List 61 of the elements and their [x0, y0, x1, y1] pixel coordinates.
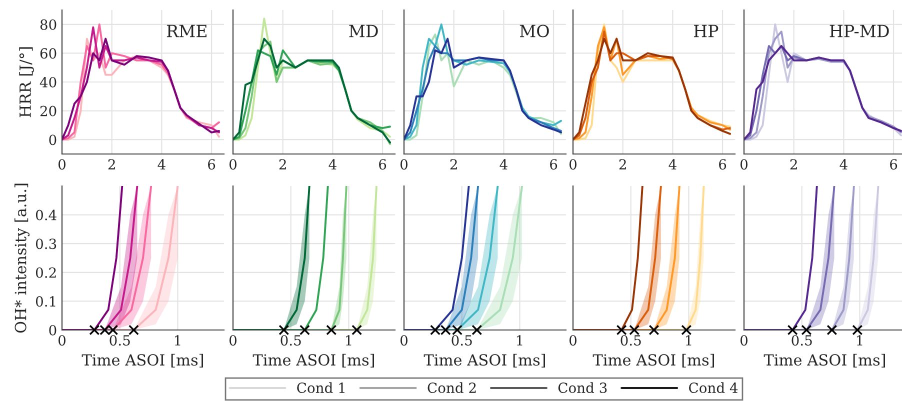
x-tick-label: 2 [108, 159, 115, 170]
x-tick-label: 4 [840, 159, 848, 170]
x-tick-label: 0 [400, 335, 408, 346]
legend-label: Cond 1 [297, 382, 344, 394]
y-tick-label: 60 [40, 48, 56, 59]
x-tick-label: 1 [856, 335, 862, 346]
x-tick-label: 0 [229, 335, 236, 346]
y-axis-title: OH* intensity [a.u.] [14, 184, 30, 333]
x-tick-label: 1 [686, 335, 692, 346]
x-tick-label: 2 [790, 159, 797, 170]
x-axis-title: Time ASOI [ms] [424, 354, 545, 368]
x-tick-label: 0.5 [792, 335, 812, 346]
annotation: MD [349, 24, 378, 38]
x-tick-label: 6 [890, 159, 898, 170]
x-tick-label: 0.5 [620, 335, 641, 346]
y-tick-label: 0.3 [36, 238, 56, 250]
x-tick-label: 0 [740, 335, 748, 346]
annotation: HP-MD [830, 24, 889, 38]
x-axis-title: Time ASOI [ms] [252, 354, 374, 368]
x-tick-label: 2 [619, 159, 626, 170]
x-tick-label: 1 [174, 335, 180, 346]
x-axis-title: Time ASOI [ms] [764, 354, 885, 368]
y-tick-label: 0.2 [36, 267, 56, 278]
x-tick-label: 0 [229, 159, 236, 170]
x-tick-label: 4 [668, 159, 676, 170]
annotation: HP [694, 24, 718, 38]
x-tick-label: 4 [328, 159, 336, 170]
x-tick-label: 0.5 [110, 335, 130, 346]
legend-label: Cond 4 [689, 382, 738, 394]
x-tick-label: 0.5 [280, 335, 301, 346]
x-tick-label: 0 [400, 159, 408, 170]
x-tick-label: 0 [740, 159, 748, 170]
y-tick-label: 0 [49, 134, 56, 146]
legend-label: Cond 2 [428, 382, 476, 394]
x-tick-label: 2 [279, 159, 286, 170]
x-tick-label: 6 [379, 159, 386, 170]
y-tick-label: 80 [40, 19, 56, 30]
x-tick-label: 0.5 [452, 335, 472, 346]
x-tick-label: 0 [569, 159, 576, 170]
x-axis-title: Time ASOI [ms] [592, 354, 714, 368]
y-tick-label: 40 [40, 76, 56, 88]
y-tick-label: 0 [49, 324, 56, 336]
x-tick-label: 6 [208, 159, 216, 170]
x-tick-label: 4 [500, 159, 508, 170]
x-tick-label: 1 [346, 335, 352, 346]
legend-label: Cond 3 [558, 382, 607, 394]
annotation: RME [166, 24, 206, 38]
y-tick-label: 0.4 [36, 210, 56, 220]
y-axis-title: HRR [J/°] [19, 47, 34, 118]
x-tick-label: 0 [569, 335, 576, 346]
x-axis-title: Time ASOI [ms] [82, 354, 203, 368]
annotation: MO [520, 24, 549, 38]
y-tick-label: 20 [40, 106, 56, 116]
x-tick-label: 0 [58, 159, 66, 170]
x-tick-label: 6 [719, 159, 726, 170]
x-tick-label: 4 [158, 159, 166, 170]
x-tick-label: 1 [516, 335, 522, 346]
y-tick-label: 0.1 [36, 296, 56, 307]
x-tick-label: 0 [58, 335, 66, 346]
x-tick-label: 6 [550, 159, 558, 170]
x-tick-label: 2 [450, 159, 457, 170]
